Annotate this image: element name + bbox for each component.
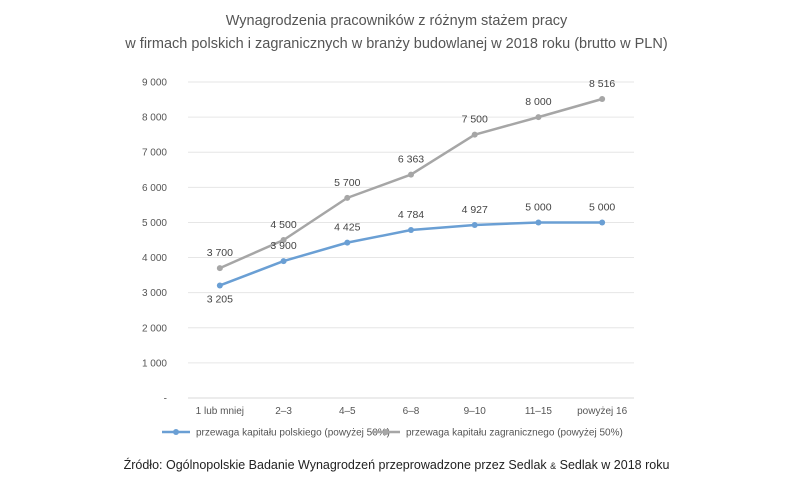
y-axis-ticks: - 1 000 2 000 3 000 4 000 5 000 6 000 7 000 8 00… xyxy=(142,78,167,405)
data-label: 3 205 xyxy=(207,293,233,305)
legend-swatch-marker xyxy=(383,429,389,435)
data-label: 5 700 xyxy=(334,177,360,189)
data-point xyxy=(471,222,478,229)
y-tick-label: - xyxy=(164,394,167,405)
data-label: 3 900 xyxy=(270,240,296,252)
y-tick-label: 2 000 xyxy=(142,323,167,334)
x-tick-label: 6–8 xyxy=(403,406,420,417)
y-tick-label: 4 000 xyxy=(142,253,167,264)
legend: przewaga kapitału polskiego (powyżej 50%… xyxy=(162,428,623,439)
x-tick-label: 9–10 xyxy=(464,406,487,417)
data-point xyxy=(535,114,542,121)
data-point xyxy=(344,194,351,201)
x-tick-label: powyżej 16 xyxy=(577,406,627,417)
data-label: 3 700 xyxy=(207,247,233,259)
data-point xyxy=(408,171,414,178)
data-point xyxy=(471,131,478,138)
chart-title-line2: w firmach polskich i zagranicznych w bra… xyxy=(125,36,668,52)
y-tick-label: 9 000 xyxy=(142,78,167,89)
data-point xyxy=(280,237,287,243)
data-points xyxy=(216,95,606,289)
y-tick-label: 7 000 xyxy=(142,148,167,159)
y-tick-label: 5 000 xyxy=(142,218,167,229)
x-axis-ticks: 1 lub mniej 2–3 4–5 6–8 9–10 11–15 powyżej 16 xyxy=(196,406,628,417)
x-tick-label: 4–5 xyxy=(339,406,356,417)
legend-label: przewaga kapitału polskiego (powyżej 50%… xyxy=(196,428,390,439)
x-tick-label: 11–15 xyxy=(525,406,553,417)
data-label: 4 500 xyxy=(270,219,296,231)
source-prefix: Źródło: Ogólnopolskie Badanie Wynagrodze… xyxy=(123,458,551,472)
data-point xyxy=(216,265,223,272)
y-tick-label: 6 000 xyxy=(142,183,167,194)
data-point xyxy=(408,227,414,234)
source-ampersand: & xyxy=(550,461,557,471)
data-label: 8 516 xyxy=(589,78,615,90)
data-label: 5 000 xyxy=(589,201,615,213)
data-label: 7 500 xyxy=(462,114,488,126)
data-point xyxy=(280,258,287,265)
grid-lines xyxy=(188,81,634,399)
data-label: 4 927 xyxy=(462,204,488,216)
data-point xyxy=(599,95,606,102)
data-point xyxy=(599,219,606,226)
y-tick-label: 8 000 xyxy=(142,113,167,124)
legend-swatch-marker xyxy=(173,429,179,435)
data-labels: 3 205 3 900 4 425 4 784 4 927 5 000 5 000 3 700… xyxy=(207,78,616,305)
data-point xyxy=(344,239,351,246)
legend-label: przewaga kapitału zagranicznego (powyżej… xyxy=(406,428,623,439)
x-tick-label: 2–3 xyxy=(275,406,292,417)
data-label: 6 363 xyxy=(398,154,424,166)
x-tick-label: 1 lub mniej xyxy=(196,406,244,417)
data-label: 5 000 xyxy=(525,201,551,213)
data-label: 4 425 xyxy=(334,222,360,234)
y-tick-label: 1 000 xyxy=(142,358,167,369)
data-point xyxy=(216,282,223,289)
y-tick-label: 3 000 xyxy=(142,288,167,299)
data-label: 8 000 xyxy=(525,96,551,108)
data-point xyxy=(535,219,542,226)
chart-title-line1: Wynagrodzenia pracowników z różnym staże… xyxy=(225,13,568,29)
source-note: Źródło: Ogólnopolskie Badanie Wynagrodze… xyxy=(0,458,793,472)
data-label: 4 784 xyxy=(398,209,424,221)
source-suffix: Sedlak w 2018 roku xyxy=(556,458,670,472)
